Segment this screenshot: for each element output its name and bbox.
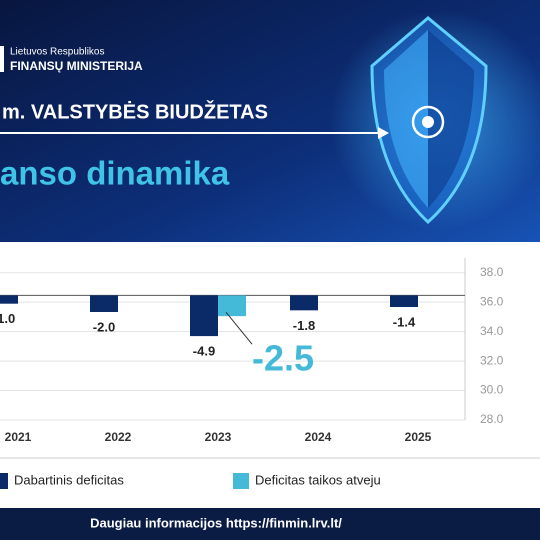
footer-background xyxy=(0,508,540,540)
legend-label: Dabartinis deficitas xyxy=(14,472,124,487)
legend-swatch xyxy=(233,473,249,489)
footer-text: Daugiau informacijos https://finmin.lrv.… xyxy=(90,515,342,530)
bar xyxy=(190,295,218,337)
x-tick-label: 2022 xyxy=(105,430,132,444)
org-line2: FINANSŲ MINISTERIJA xyxy=(10,59,143,73)
arrow-head xyxy=(378,127,389,139)
leader-line xyxy=(225,311,253,345)
chart: 28.0 30.0 32.0 34.0 36.0 38.0 2021 2022 2023 2024… xyxy=(0,258,504,489)
y2-tick-label: 28.0 xyxy=(480,412,504,426)
legend-label: Deficitas taikos atveju xyxy=(255,472,381,487)
y2-tick-label: 32.0 xyxy=(480,353,504,367)
legend-swatch xyxy=(0,473,8,489)
org-line1: Lietuvos Respublikos xyxy=(10,47,105,58)
shield xyxy=(370,16,488,225)
data-label: -1.8 xyxy=(293,318,315,333)
header-subtitle: anso dinamika xyxy=(0,155,230,192)
logo-mark xyxy=(0,46,4,72)
bar xyxy=(90,295,118,312)
bar xyxy=(218,295,246,317)
data-label: -4.9 xyxy=(193,344,215,359)
x-tick-label: 2025 xyxy=(405,430,432,444)
bar xyxy=(0,295,18,304)
highlight-label: -2.5 xyxy=(252,338,314,379)
y2-tick-label: 36.0 xyxy=(480,294,504,308)
y2-tick-label: 34.0 xyxy=(480,324,504,338)
bar xyxy=(290,295,318,311)
data-label: -1.0 xyxy=(0,311,15,326)
data-label: -2.0 xyxy=(93,319,115,334)
data-label: -1.4 xyxy=(393,314,416,329)
x-tick-label: 2021 xyxy=(5,430,32,444)
bar xyxy=(390,295,418,308)
x-tick-label: 2023 xyxy=(205,430,232,444)
header-title: m. VALSTYBĖS BIUDŽETAS xyxy=(2,99,268,123)
y2-tick-label: 30.0 xyxy=(480,383,504,397)
x-tick-label: 2024 xyxy=(305,430,332,444)
y2-tick-label: 38.0 xyxy=(480,265,504,279)
